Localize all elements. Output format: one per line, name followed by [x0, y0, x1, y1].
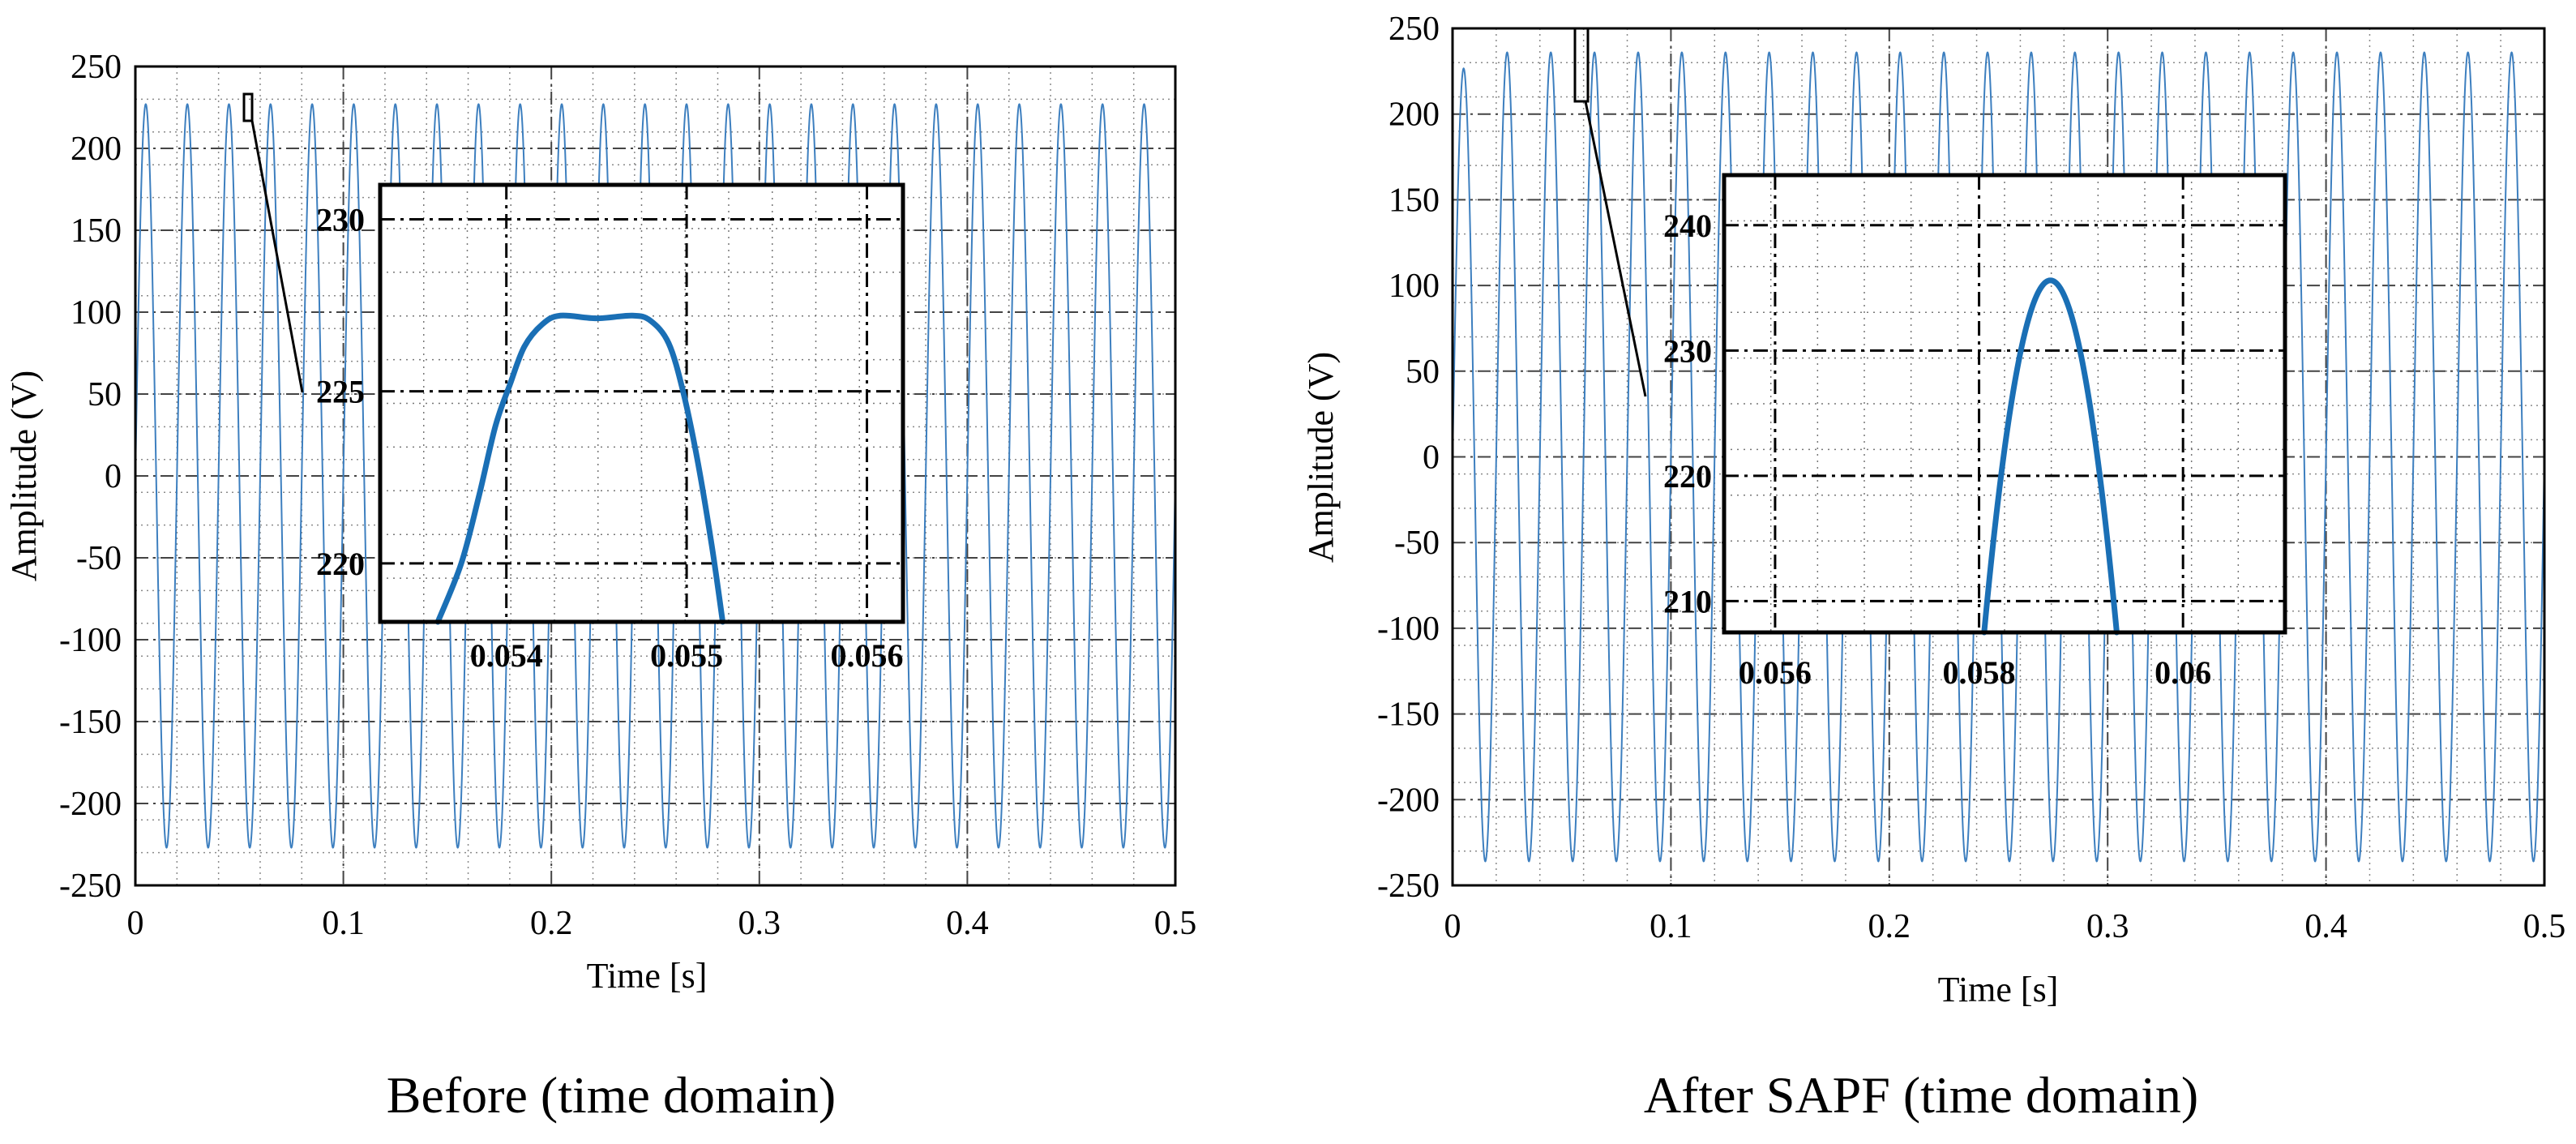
x-tick-label: 0.2 — [1868, 908, 1911, 945]
inset-x-tick-label: 0.06 — [2155, 654, 2211, 691]
y-tick-label: 0 — [105, 458, 122, 495]
x-tick-labels: 0 0.1 0.2 0.3 0.4 0.5 — [127, 905, 1197, 942]
y-tick-label: 100 — [71, 294, 122, 332]
x-tick-label: 0.3 — [738, 905, 781, 942]
y-tick-label: 200 — [71, 131, 122, 168]
x-tick-label: 0.5 — [1154, 905, 1197, 942]
y-tick-label: -250 — [59, 868, 122, 905]
y-tick-label: -200 — [1377, 782, 1440, 819]
inset-y-tick-label: 230 — [1663, 332, 1712, 369]
x-axis-label: Time [s] — [1938, 970, 2059, 1009]
inset-y-tick-labels: 240 230 220 210 — [1663, 208, 1712, 620]
inset-x-tick-label: 0.055 — [650, 637, 723, 674]
inset-x-tick-label: 0.056 — [1739, 654, 1812, 691]
y-tick-label: 250 — [1389, 11, 1440, 48]
inset-minor-grid — [1724, 175, 2285, 632]
inset-frame — [1722, 173, 2287, 635]
y-tick-labels: 250 200 150 100 50 0 -50 -100 -150 -200 -250 — [1377, 11, 1440, 905]
inset-y-tick-label: 230 — [316, 201, 365, 238]
y-tick-label: 50 — [1406, 353, 1440, 391]
x-tick-labels: 0 0.1 0.2 0.3 0.4 0.5 — [1444, 908, 2566, 945]
inset-x-tick-label: 0.054 — [470, 637, 543, 674]
y-axis-label: Amplitude (V) — [1301, 352, 1341, 563]
y-tick-label: 200 — [1389, 96, 1440, 134]
inset-minor-grid — [380, 185, 903, 622]
inset-curve — [434, 312, 726, 625]
y-tick-label: 250 — [71, 49, 122, 86]
x-tick-label: 0.2 — [530, 905, 573, 942]
inset-major-grid — [1724, 175, 2285, 632]
inset-y-tick-label: 240 — [1663, 208, 1712, 244]
inset-y-tick-labels: 230 225 220 — [316, 201, 365, 581]
inset-y-tick-label: 210 — [1663, 583, 1712, 619]
zoom-box — [1573, 27, 1590, 103]
x-tick-label: 0.1 — [322, 905, 365, 942]
y-tick-label: 150 — [1389, 182, 1440, 219]
inset-plot: 240 230 220 210 0.056 0.058 0.06 — [1663, 173, 2287, 691]
y-tick-label: -250 — [1377, 868, 1440, 905]
inset-y-tick-label: 225 — [316, 374, 365, 410]
caption-after-sapf: After SAPF (time domain) — [1644, 1066, 2198, 1124]
y-tick-label: -150 — [59, 704, 122, 741]
inset-curve — [1981, 277, 2120, 636]
x-tick-label: 0 — [127, 905, 144, 942]
inset-x-tick-label: 0.056 — [831, 637, 904, 674]
zoom-connector — [1584, 101, 1647, 397]
y-tick-label: 0 — [1423, 439, 1440, 477]
zoom-box — [242, 92, 254, 122]
inset-x-tick-label: 0.058 — [1943, 654, 2016, 691]
y-tick-label: 50 — [88, 376, 122, 413]
x-tick-label: 0.5 — [2523, 908, 2566, 945]
x-tick-label: 0.4 — [946, 905, 989, 942]
y-tick-label: -200 — [59, 786, 122, 823]
inset-y-tick-label: 220 — [316, 546, 365, 582]
zoom-connector — [250, 120, 304, 393]
plot-frame — [134, 65, 1177, 887]
y-axis-label: Amplitude (V) — [4, 371, 44, 581]
minor-grid — [1453, 28, 2544, 885]
x-tick-label: 0.3 — [2086, 908, 2129, 945]
caption-before: Before (time domain) — [387, 1066, 836, 1124]
y-tick-label: 100 — [1389, 268, 1440, 305]
y-tick-label: -100 — [1377, 611, 1440, 648]
inset-y-tick-label: 220 — [1663, 458, 1712, 495]
y-tick-labels: 250 200 150 100 50 0 -50 -100 -150 -200 -250 — [59, 49, 122, 905]
x-tick-label: 0.1 — [1650, 908, 1692, 945]
inset-plot: 230 225 220 0.054 0.055 0.056 — [316, 182, 905, 674]
x-tick-label: 0.4 — [2304, 908, 2347, 945]
x-axis-label: Time [s] — [587, 956, 708, 996]
inset-x-tick-labels: 0.054 0.055 0.056 — [470, 637, 904, 674]
y-tick-label: -100 — [59, 622, 122, 659]
x-tick-label: 0 — [1444, 908, 1461, 945]
y-tick-label: -150 — [1377, 696, 1440, 734]
y-tick-label: -50 — [76, 540, 122, 577]
inset-x-tick-labels: 0.056 0.058 0.06 — [1739, 654, 2211, 691]
plot-frame — [1451, 27, 2546, 887]
inset-frame — [378, 182, 905, 624]
y-tick-label: 150 — [71, 212, 122, 250]
y-tick-label: -50 — [1394, 525, 1440, 562]
